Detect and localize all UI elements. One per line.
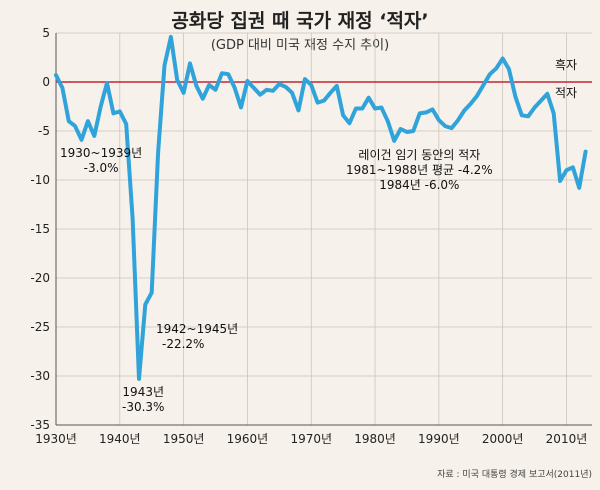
x-tick-label: 1980년 — [354, 432, 396, 446]
annotation-1942-1945: 1942~1945년 -22.2% — [156, 322, 239, 351]
surplus-label: 흑자 — [555, 58, 578, 72]
deficit-label: 적자 — [555, 86, 578, 100]
x-tick-label: 1940년 — [99, 432, 141, 446]
annotation-1930s: 1930~1939년 -3.0% — [60, 146, 143, 175]
source-note: 자료 : 미국 대통령 경제 보고서(2011년) — [437, 470, 592, 480]
y-tick-label: -35 — [30, 418, 50, 432]
y-tick-label: -5 — [38, 124, 50, 138]
x-tick-label: 1950년 — [163, 432, 205, 446]
x-tick-label: 1990년 — [418, 432, 460, 446]
chart-title: 공화당 집권 때 국가 재정 ‘적자’ — [171, 10, 429, 32]
x-tick-label: 1960년 — [227, 432, 269, 446]
series-line — [54, 34, 588, 381]
y-tick-label: 0 — [42, 75, 50, 89]
y-tick-label: 5 — [42, 26, 50, 40]
x-tick-label: 2000년 — [482, 432, 524, 446]
x-tick-label: 1970년 — [290, 432, 332, 446]
y-tick-label: -10 — [30, 173, 50, 187]
annotation-1943: 1943년 -30.3% — [122, 385, 165, 414]
chart-subtitle: (GDP 대비 미국 재정 수지 추이) — [210, 38, 390, 53]
y-tick-label: -30 — [30, 369, 50, 383]
y-tick-label: -20 — [30, 271, 50, 285]
x-tick-label: 2010년 — [546, 432, 588, 446]
y-tick-label: -25 — [30, 320, 50, 334]
annotation-reagan: 레이건 임기 동안의 적자 1981~1988년 평균 -4.2% 1984년 … — [346, 148, 493, 192]
y-tick-label: -15 — [30, 222, 50, 236]
x-tick-label: 1930년 — [35, 432, 77, 446]
